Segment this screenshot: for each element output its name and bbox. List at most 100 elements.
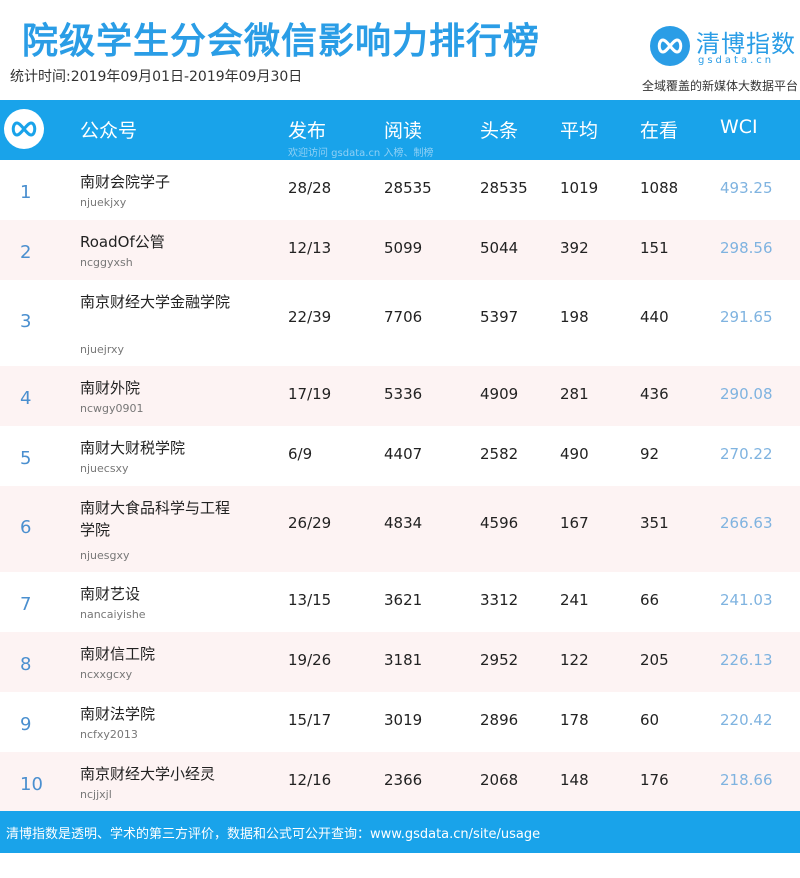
column-header-publish: 发布 [288, 120, 327, 142]
brand-name: 清博指数 [696, 30, 796, 58]
wci-score: 270.22 [720, 445, 773, 463]
infinity-logo-icon [4, 109, 44, 149]
headline-reads: 2582 [480, 445, 519, 463]
account-id: njuekjxy [80, 196, 127, 209]
rank: 10 [20, 774, 43, 795]
table-row[interactable]: 9 南财法学院 ncfxy2013 15/17 3019 2896 178 60… [0, 692, 800, 752]
headline-reads: 4909 [480, 385, 519, 403]
average-reads: 241 [560, 591, 589, 609]
ranking-table: 1 南财会院学子 njuekjxy 28/28 28535 28535 10 19… [0, 160, 800, 812]
watching-count: 66 [640, 591, 660, 609]
publish-count: 19/26 [288, 651, 332, 669]
watching-count: 436 [640, 385, 669, 403]
wci-score: 291.65 [720, 308, 773, 326]
wci-score: 226.13 [720, 651, 773, 669]
rank: 4 [20, 388, 32, 409]
headline-reads: 28535 [480, 179, 528, 197]
table-row[interactable]: 3 南京财经大学金融学院 njuejrxy 22/39 7706 5397 19… [0, 280, 800, 366]
wci-score: 290.08 [720, 385, 773, 403]
table-row[interactable]: 6 南财大食品科学与工程学院 njuesgxy 26/29 4834 4596 … [0, 486, 800, 572]
read-count: 5099 [384, 239, 423, 257]
average-reads: 281 [560, 385, 589, 403]
read-count: 28535 [384, 179, 432, 197]
brand-domain: gsdata.cn [698, 55, 775, 66]
account-name[interactable]: RoadOf公管 [80, 233, 165, 251]
column-header-headline: 头条 [480, 120, 519, 142]
average-reads: 148 [560, 771, 589, 789]
publish-count: 12/16 [288, 771, 332, 789]
average-reads: 178 [560, 711, 589, 729]
account-name[interactable]: 南财艺设 [80, 585, 141, 603]
wci-score: 218.66 [720, 771, 773, 789]
headline-reads: 3312 [480, 591, 519, 609]
wci-score: 298.56 [720, 239, 773, 257]
rank: 8 [20, 654, 32, 675]
table-row[interactable]: 8 南财信工院 ncxxgcxy 19/26 3181 2952 122 205… [0, 632, 800, 692]
table-row[interactable]: 1 南财会院学子 njuekjxy 28/28 28535 28535 1019… [0, 160, 800, 220]
wci-score: 266.63 [720, 514, 773, 532]
table-row[interactable]: 10 南京财经大学小经灵 ncjjxjl 12/16 2366 2068 148… [0, 752, 800, 812]
average-reads: 167 [560, 514, 589, 532]
read-count: 3019 [384, 711, 423, 729]
read-count: 4407 [384, 445, 423, 463]
account-id: ncwgy0901 [80, 402, 144, 415]
rank: 2 [20, 242, 32, 263]
publish-count: 26/29 [288, 514, 332, 532]
average-reads: 490 [560, 445, 589, 463]
read-count: 3181 [384, 651, 423, 669]
read-count: 2366 [384, 771, 423, 789]
watching-count: 92 [640, 445, 660, 463]
rank: 9 [20, 714, 32, 735]
watching-count: 60 [640, 711, 660, 729]
column-header-wci: WCI [720, 116, 758, 138]
table-row[interactable]: 4 南财外院 ncwgy0901 17/19 5336 4909 281 436… [0, 366, 800, 426]
account-name[interactable]: 南财大财税学院 [80, 439, 186, 457]
headline-reads: 5397 [480, 308, 519, 326]
account-name[interactable]: 南财会院学子 [80, 173, 171, 191]
publish-count: 12/13 [288, 239, 332, 257]
account-name[interactable]: 南财大食品科学与工程学院 [80, 499, 231, 539]
watermark: 欢迎访问 gsdata.cn 入榜、制榜 [288, 148, 434, 159]
infinity-logo-icon [650, 26, 690, 66]
account-name[interactable]: 南京财经大学金融学院 [80, 293, 231, 311]
account-id: ncjjxjl [80, 788, 112, 801]
watching-count: 151 [640, 239, 669, 257]
account-id: ncxxgcxy [80, 668, 133, 681]
account-name[interactable]: 南京财经大学小经灵 [80, 765, 216, 783]
column-header-watching: 在看 [640, 120, 679, 142]
rank: 1 [20, 182, 32, 203]
headline-reads: 2952 [480, 651, 519, 669]
watching-count: 205 [640, 651, 669, 669]
average-reads: 122 [560, 651, 589, 669]
headline-reads: 2068 [480, 771, 519, 789]
average-reads: 198 [560, 308, 589, 326]
footer-text[interactable]: 清博指数是透明、学术的第三方评价，数据和公式可公开查询：www.gsdata.c… [6, 827, 541, 842]
date-range: 统计时间:2019年09月01日-2019年09月30日 [10, 69, 303, 85]
account-name[interactable]: 南财信工院 [80, 645, 156, 663]
account-id: ncggyxsh [80, 256, 133, 269]
read-count: 3621 [384, 591, 423, 609]
rank: 6 [20, 517, 32, 538]
brand-logo[interactable]: 清博指数 gsdata.cn [650, 24, 798, 68]
table-row[interactable]: 5 南财大财税学院 njuecsxy 6/9 4407 2582 490 92 … [0, 426, 800, 486]
table-row[interactable]: 7 南财艺设 nancaiyishe 13/15 3621 3312 241 6… [0, 572, 800, 632]
wci-score: 241.03 [720, 591, 773, 609]
table-row[interactable]: 2 RoadOf公管 ncggyxsh 12/13 5099 5044 392 … [0, 220, 800, 280]
watching-count: 351 [640, 514, 669, 532]
tagline: 全域覆盖的新媒体大数据平台 [641, 79, 798, 93]
read-count: 4834 [384, 514, 423, 532]
account-id: njuejrxy [80, 343, 125, 356]
publish-count: 22/39 [288, 308, 332, 326]
rank: 3 [20, 311, 32, 332]
publish-count: 28/28 [288, 179, 332, 197]
rank: 5 [20, 448, 32, 469]
column-header-average: 平均 [560, 120, 599, 142]
read-count: 5336 [384, 385, 423, 403]
account-id: nancaiyishe [80, 608, 146, 621]
table-header: 公众号 发布 阅读 头条 平均 在看 WCI 欢迎访问 gsdata.cn 入榜… [0, 100, 800, 160]
rank: 7 [20, 594, 32, 615]
account-name[interactable]: 南财法学院 [80, 705, 156, 723]
publish-count: 15/17 [288, 711, 332, 729]
account-name[interactable]: 南财外院 [80, 379, 141, 397]
column-header-reads: 阅读 [384, 120, 423, 142]
